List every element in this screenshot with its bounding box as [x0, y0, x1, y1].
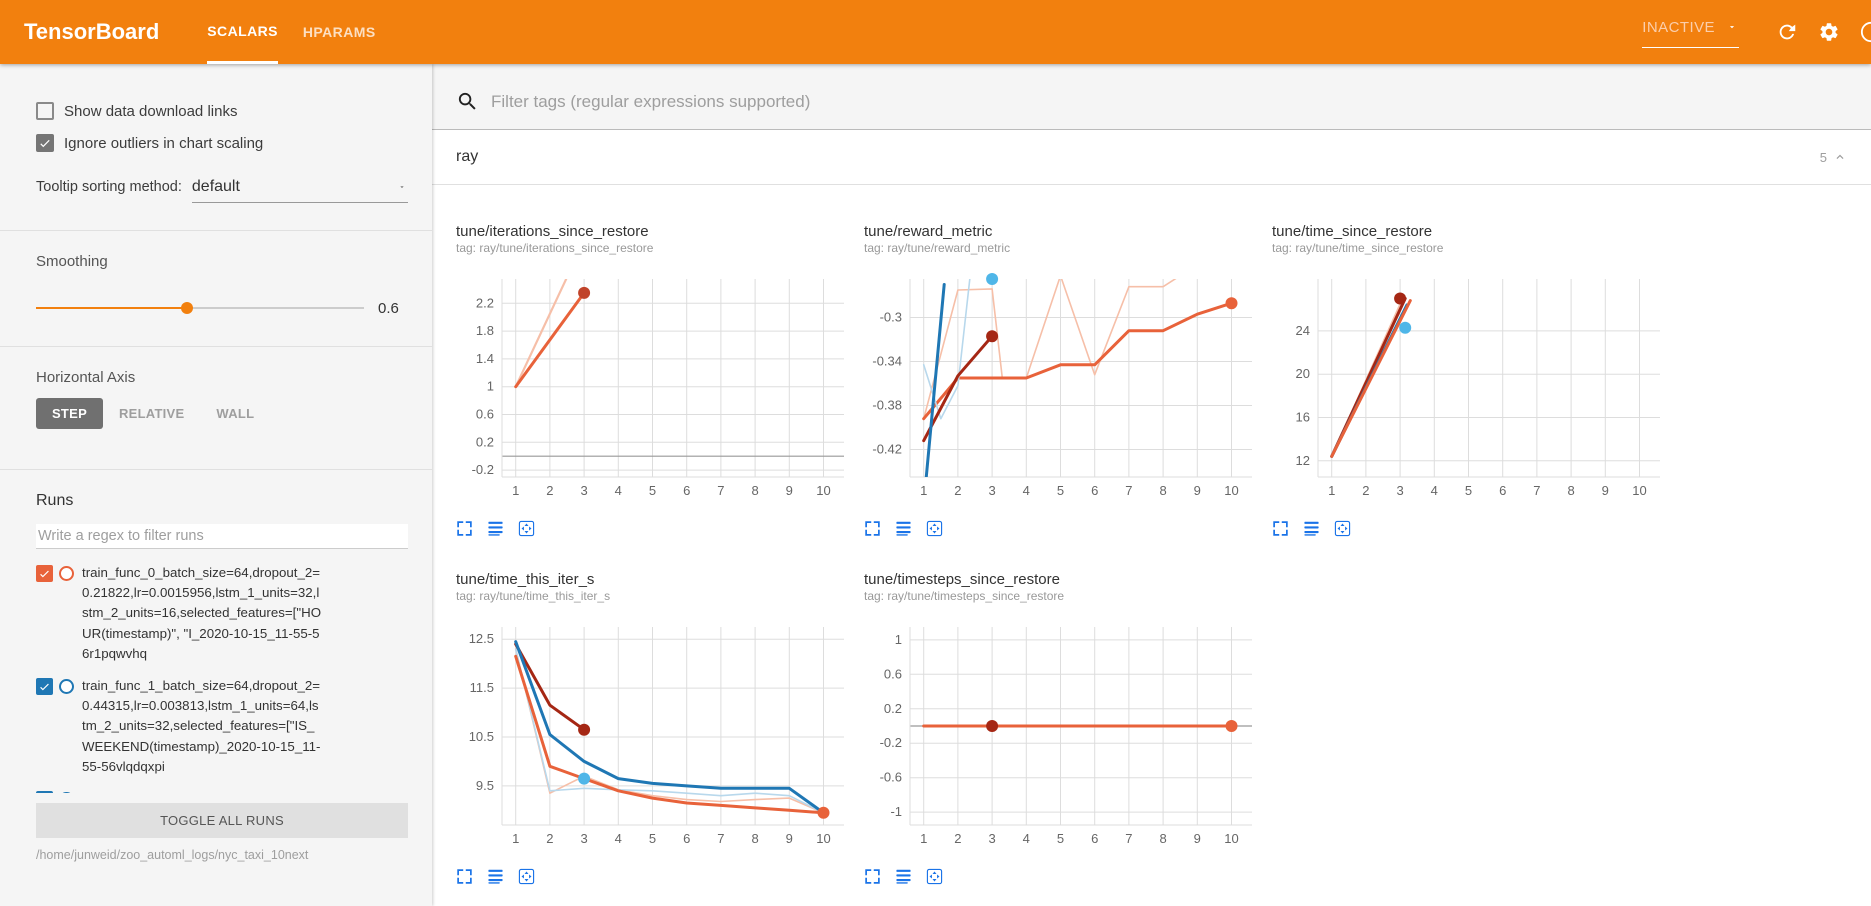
svg-text:6: 6 — [683, 831, 690, 846]
svg-text:5: 5 — [649, 831, 656, 846]
svg-text:6: 6 — [1499, 483, 1506, 498]
svg-text:3: 3 — [1396, 483, 1403, 498]
svg-text:2: 2 — [546, 831, 553, 846]
svg-text:3: 3 — [580, 831, 587, 846]
svg-text:11.5: 11.5 — [470, 680, 494, 695]
svg-text:6: 6 — [1091, 483, 1098, 498]
svg-text:3: 3 — [988, 831, 995, 846]
svg-text:2: 2 — [546, 483, 553, 498]
svg-text:16: 16 — [1296, 410, 1310, 425]
svg-text:9.5: 9.5 — [476, 778, 494, 793]
svg-text:8: 8 — [751, 831, 758, 846]
svg-text:-0.42: -0.42 — [872, 442, 902, 457]
svg-text:6: 6 — [683, 483, 690, 498]
svg-text:9: 9 — [1194, 483, 1201, 498]
svg-text:5: 5 — [649, 483, 656, 498]
svg-text:8: 8 — [1159, 483, 1166, 498]
svg-text:6: 6 — [1091, 831, 1098, 846]
svg-text:8: 8 — [751, 483, 758, 498]
svg-text:12: 12 — [1296, 453, 1310, 468]
svg-text:3: 3 — [988, 483, 995, 498]
svg-text:10: 10 — [816, 483, 830, 498]
svg-text:1: 1 — [512, 483, 519, 498]
svg-text:-0.2: -0.2 — [472, 462, 494, 477]
svg-text:4: 4 — [615, 483, 622, 498]
svg-text:2: 2 — [954, 831, 961, 846]
svg-text:4: 4 — [1023, 831, 1030, 846]
svg-text:0.2: 0.2 — [884, 701, 902, 716]
svg-text:5: 5 — [1057, 483, 1064, 498]
svg-text:1: 1 — [895, 632, 902, 647]
svg-text:3: 3 — [580, 483, 587, 498]
svg-text:8: 8 — [1159, 831, 1166, 846]
svg-text:-0.6: -0.6 — [880, 770, 902, 785]
svg-text:-0.2: -0.2 — [880, 735, 902, 750]
svg-text:1.8: 1.8 — [476, 323, 494, 338]
svg-text:1: 1 — [487, 379, 494, 394]
svg-text:7: 7 — [1125, 831, 1132, 846]
svg-text:7: 7 — [717, 831, 724, 846]
svg-text:5: 5 — [1057, 831, 1064, 846]
svg-text:4: 4 — [615, 831, 622, 846]
svg-text:7: 7 — [1125, 483, 1132, 498]
svg-text:9: 9 — [1602, 483, 1609, 498]
svg-text:-0.34: -0.34 — [872, 354, 902, 369]
svg-text:10: 10 — [816, 831, 830, 846]
svg-text:2: 2 — [1362, 483, 1369, 498]
svg-text:-0.3: -0.3 — [880, 310, 902, 325]
svg-text:1: 1 — [1328, 483, 1335, 498]
svg-text:10.5: 10.5 — [469, 729, 494, 744]
svg-text:4: 4 — [1023, 483, 1030, 498]
svg-text:10: 10 — [1224, 483, 1238, 498]
svg-text:9: 9 — [1194, 831, 1201, 846]
svg-text:1: 1 — [920, 831, 927, 846]
svg-text:0.6: 0.6 — [476, 407, 494, 422]
svg-text:10: 10 — [1632, 483, 1646, 498]
svg-text:-1: -1 — [890, 804, 902, 819]
svg-text:0.6: 0.6 — [884, 666, 902, 681]
svg-text:7: 7 — [717, 483, 724, 498]
svg-text:2: 2 — [954, 483, 961, 498]
svg-text:-0.38: -0.38 — [872, 398, 902, 413]
svg-text:4: 4 — [1431, 483, 1438, 498]
svg-text:1.4: 1.4 — [476, 351, 494, 366]
svg-text:9: 9 — [786, 483, 793, 498]
svg-text:9: 9 — [786, 831, 793, 846]
svg-text:1: 1 — [512, 831, 519, 846]
svg-text:7: 7 — [1533, 483, 1540, 498]
svg-text:0.2: 0.2 — [476, 434, 494, 449]
svg-text:5: 5 — [1465, 483, 1472, 498]
svg-text:8: 8 — [1567, 483, 1574, 498]
svg-text:24: 24 — [1296, 323, 1310, 338]
svg-text:2.2: 2.2 — [476, 295, 494, 310]
svg-text:1: 1 — [920, 483, 927, 498]
svg-text:12.5: 12.5 — [469, 631, 494, 646]
svg-text:20: 20 — [1296, 366, 1310, 381]
svg-text:10: 10 — [1224, 831, 1238, 846]
